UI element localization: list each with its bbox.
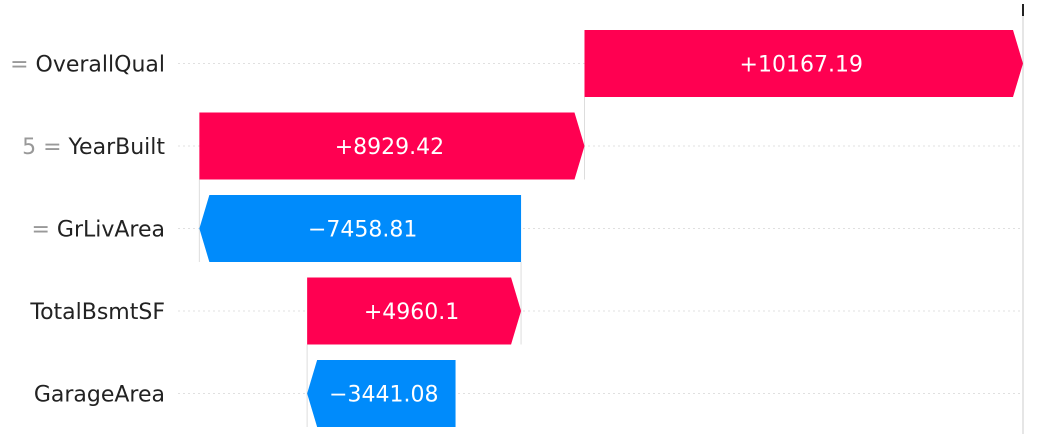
value-label-OverallQual: +10167.19 [740,53,863,78]
feature-labels: = OverallQual 5 = YearBuilt = GrLivArea Tot… [10,53,165,408]
bars: +10167.19 +8929.42 −7458.81 +4960.1 −3441.08 [199,30,1023,427]
value-label-GrLivArea: −7458.81 [308,218,417,243]
feature-name: GarageArea [34,383,165,408]
feature-name: YearBuilt [68,135,166,160]
value-label-TotalBsmtSF: +4960.1 [364,300,459,325]
feature-prefix: 5 = [22,135,68,160]
bar-GarageArea [307,360,456,427]
feature-label-OverallQual: = OverallQual [10,53,165,78]
feature-name: OverallQual [36,53,165,78]
feature-label-GrLivArea: = GrLivArea [31,218,165,243]
bar-YearBuilt [199,112,585,180]
feature-prefix: = [10,53,35,78]
value-label-GarageArea: −3441.08 [329,383,438,408]
bar-GrLivArea [199,195,522,262]
feature-name: TotalBsmtSF [29,300,165,325]
feature-label-YearBuilt: 5 = YearBuilt [22,135,165,160]
feature-label-GarageArea: GarageArea [34,383,165,408]
bar-TotalBsmtSF [307,277,522,345]
feature-prefix: = [31,218,56,243]
value-label-YearBuilt: +8929.42 [335,135,444,160]
bar-OverallQual [584,30,1023,97]
feature-name: GrLivArea [57,218,165,243]
feature-label-TotalBsmtSF: TotalBsmtSF [29,300,165,325]
